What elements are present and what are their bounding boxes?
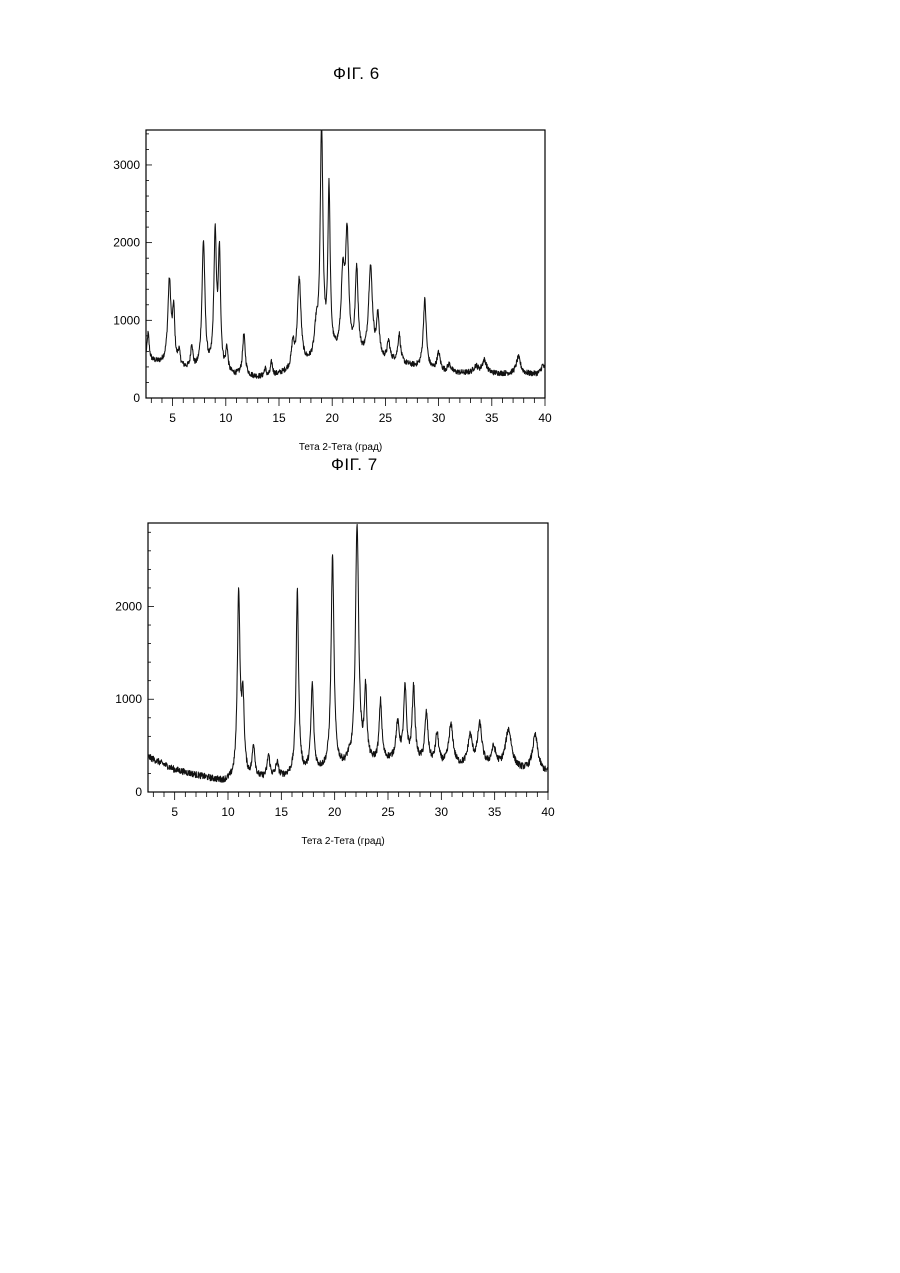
chart-figure-7: 0 1000 2000 5 10 15 20 25 30 35 40 Тета 2-Тета (гра…: [0, 0, 900, 860]
x-axis-label: Тета 2-Тета (град): [301, 836, 384, 847]
x-tick-label: 5: [171, 805, 178, 819]
x-tick-label: 35: [488, 805, 502, 819]
y-tick-label: 1000: [115, 692, 142, 706]
x-tick-label: 10: [221, 805, 235, 819]
y-tick-label: 0: [135, 785, 142, 799]
x-tick-label: 25: [381, 805, 395, 819]
x-tick-label: 15: [275, 805, 289, 819]
y-tick-label: 2000: [115, 599, 142, 613]
x-tick-label: 30: [435, 805, 449, 819]
x-tick-label: 20: [328, 805, 342, 819]
diffraction-trace-7: [148, 524, 548, 782]
x-tick-label: 40: [541, 805, 555, 819]
